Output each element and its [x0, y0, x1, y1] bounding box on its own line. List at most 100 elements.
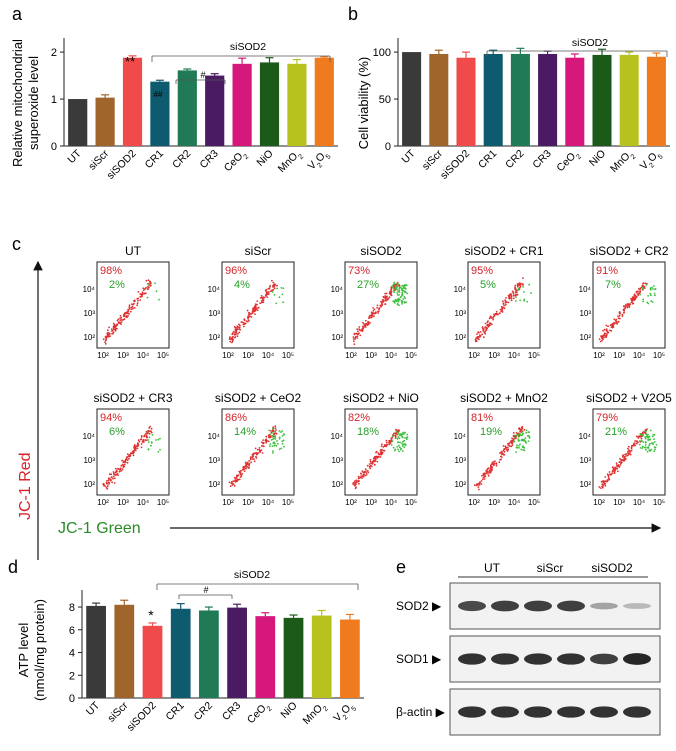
green-event-dot	[276, 440, 278, 442]
panel-d-bracket-label: siSOD2	[234, 569, 270, 581]
green-event-dot	[398, 287, 401, 290]
flow-x-tick-label: 10⁴	[262, 498, 275, 507]
flow-plot-title: siSOD2 + CeO2	[215, 391, 302, 405]
green-event-dot	[151, 434, 154, 436]
red-event-dot	[113, 482, 116, 484]
red-event-dot	[268, 435, 271, 437]
red-event-dot	[232, 480, 235, 483]
red-event-dot	[123, 318, 126, 320]
green-percent: 21%	[605, 426, 627, 438]
green-event-dot	[522, 286, 524, 288]
blot-row-label: β-actin ▶	[396, 705, 446, 719]
flow-plot: siSOD2 + CR3 94% 6% 10² 10³ 10⁴ 10⁵ 10² 10³ 10⁴	[83, 391, 173, 507]
red-event-dot	[258, 447, 261, 449]
red-event-dot	[265, 435, 268, 438]
red-event-dot	[368, 316, 371, 319]
red-event-dot	[372, 312, 374, 314]
green-event-dot	[522, 449, 525, 451]
panel-a-bar	[205, 75, 225, 146]
green-event-dot	[276, 443, 279, 445]
green-event-dot	[275, 302, 278, 305]
red-event-dot	[149, 425, 152, 428]
red-event-dot	[139, 299, 142, 301]
green-event-dot	[268, 429, 270, 432]
red-event-dot	[616, 467, 618, 470]
red-event-dot	[353, 332, 356, 335]
red-event-dot	[376, 456, 379, 458]
red-event-dot	[366, 323, 368, 325]
blot-band	[458, 600, 486, 612]
red-event-dot	[479, 336, 481, 338]
red-event-dot	[382, 295, 385, 298]
green-percent: 14%	[234, 426, 256, 438]
green-event-dot	[650, 448, 653, 451]
red-event-dot	[103, 483, 105, 486]
panel-a-sig-star: **	[125, 54, 135, 69]
panel-a-sig-hash: ##	[154, 90, 163, 99]
red-event-dot	[603, 334, 606, 337]
red-event-dot	[493, 313, 495, 316]
red-percent: 98%	[100, 265, 122, 277]
red-event-dot	[493, 314, 496, 317]
flow-plot-title: siSOD2 + V2O5	[586, 391, 672, 405]
red-event-dot	[510, 294, 512, 297]
red-event-dot	[601, 483, 604, 486]
panel-a-category-label: MnO2	[276, 148, 305, 177]
green-event-dot	[404, 444, 407, 447]
green-event-dot	[396, 292, 399, 294]
green-event-dot	[272, 442, 275, 445]
green-event-dot	[399, 441, 401, 444]
green-event-dot	[403, 446, 406, 449]
red-event-dot	[256, 452, 259, 454]
red-event-dot	[382, 300, 385, 303]
red-event-dot	[603, 328, 606, 331]
red-event-dot	[639, 289, 641, 291]
red-event-dot	[624, 306, 627, 309]
green-event-dot	[282, 301, 284, 304]
red-event-dot	[143, 292, 146, 295]
red-event-dot	[149, 284, 152, 287]
flow-y-tick-label: 10³	[208, 309, 220, 318]
red-event-dot	[634, 444, 637, 447]
red-event-dot	[251, 311, 254, 314]
panel-e-letter: e	[396, 557, 406, 577]
green-event-dot	[644, 437, 647, 440]
red-event-dot	[259, 302, 261, 305]
red-event-dot	[482, 327, 485, 330]
red-event-dot	[636, 440, 638, 442]
green-event-dot	[273, 444, 276, 447]
red-event-dot	[622, 305, 625, 308]
red-event-dot	[244, 322, 247, 325]
red-event-dot	[358, 328, 361, 330]
green-event-dot	[403, 286, 405, 288]
red-event-dot	[473, 484, 476, 487]
panel-a-y-tick-label: 2	[51, 47, 57, 59]
flow-x-tick-label: 10⁵	[653, 498, 665, 507]
green-event-dot	[159, 437, 161, 440]
panel-b-category-label: NiO	[587, 148, 608, 169]
green-event-dot	[638, 440, 641, 443]
red-event-dot	[512, 297, 515, 300]
red-event-dot	[618, 461, 621, 463]
green-event-dot	[649, 288, 652, 291]
green-event-dot	[406, 433, 409, 436]
red-event-dot	[235, 333, 237, 336]
red-event-dot	[644, 429, 647, 431]
red-event-dot	[377, 455, 380, 458]
red-percent: 73%	[348, 265, 370, 277]
red-event-dot	[371, 460, 374, 463]
panel-d-bracket-hash: #	[203, 585, 208, 595]
panel-a-category-label: UT	[65, 147, 84, 166]
red-event-dot	[490, 469, 492, 472]
red-event-dot	[252, 455, 255, 458]
green-event-dot	[391, 435, 394, 438]
red-event-dot	[110, 476, 113, 479]
red-event-dot	[249, 458, 252, 461]
red-event-dot	[251, 453, 254, 456]
flow-x-tick-label: 10⁵	[282, 498, 294, 507]
green-event-dot	[280, 447, 283, 450]
red-event-dot	[243, 468, 245, 471]
red-event-dot	[634, 440, 636, 442]
flow-y-tick-label: 10⁴	[331, 432, 344, 441]
green-event-dot	[400, 300, 403, 302]
